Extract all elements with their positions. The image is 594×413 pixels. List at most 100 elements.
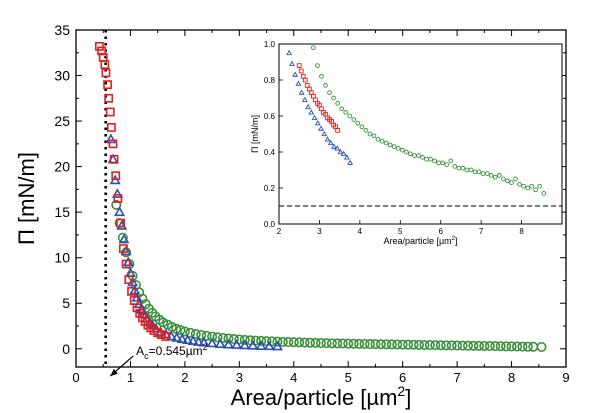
circle-marker xyxy=(311,45,316,50)
inset-x-tick-label: 5 xyxy=(398,227,403,236)
triangle-marker xyxy=(271,340,283,351)
square-marker xyxy=(143,320,153,330)
square-marker xyxy=(109,154,119,164)
x-tick-label: 8 xyxy=(508,370,515,385)
inset-y-axis-label: Π [mN/m] xyxy=(250,115,260,153)
circle-marker xyxy=(501,341,512,352)
circle-marker xyxy=(386,339,397,350)
circle-marker xyxy=(218,332,229,343)
circle-marker xyxy=(379,138,385,144)
circle-marker xyxy=(441,340,452,351)
circle-marker xyxy=(323,83,328,88)
circle-marker xyxy=(440,160,446,166)
circle-marker xyxy=(468,340,479,351)
triangle-marker xyxy=(118,233,130,244)
square-marker xyxy=(116,218,126,228)
y-tick-label: 15 xyxy=(54,204,70,220)
circle-marker xyxy=(397,339,408,350)
circle-marker xyxy=(370,339,381,350)
circle-marker xyxy=(408,151,413,157)
circle-marker xyxy=(521,183,526,189)
circle-marker xyxy=(424,340,435,351)
triangle-marker xyxy=(308,109,315,115)
triangle-marker xyxy=(231,339,243,349)
circle-marker xyxy=(446,340,457,351)
circle-marker xyxy=(476,169,482,175)
triangle-marker xyxy=(127,276,139,287)
circle-marker xyxy=(517,341,528,352)
triangle-marker xyxy=(192,336,205,346)
annotation-arrow-head xyxy=(110,368,118,377)
circle-marker xyxy=(452,340,463,351)
circle-marker xyxy=(420,155,425,160)
circle-marker xyxy=(179,326,190,337)
square-marker xyxy=(104,93,114,103)
circle-marker xyxy=(391,144,397,149)
triangle-marker xyxy=(343,154,350,160)
triangle-marker xyxy=(120,245,132,256)
triangle-marker xyxy=(288,60,295,66)
triangle-marker xyxy=(318,125,325,131)
circle-marker xyxy=(501,176,506,182)
inset-x-tick-label: 4 xyxy=(358,227,363,236)
circle-marker xyxy=(435,340,446,351)
circle-marker xyxy=(522,341,533,352)
circle-marker xyxy=(294,337,305,348)
circle-marker xyxy=(395,146,401,151)
circle-marker xyxy=(315,338,326,349)
circle-marker xyxy=(223,333,234,344)
square-marker xyxy=(124,275,134,284)
circle-marker xyxy=(495,341,506,352)
circle-marker xyxy=(359,338,370,349)
inset-x-tick-label: 2 xyxy=(277,227,282,236)
triangle-marker xyxy=(114,206,126,217)
inset-series-circle xyxy=(311,45,547,196)
square-marker xyxy=(106,123,116,132)
circle-marker xyxy=(484,171,490,176)
inset-x-tick-label: 7 xyxy=(479,227,484,236)
triangle-marker xyxy=(214,338,226,348)
circle-marker xyxy=(460,165,466,171)
circle-marker xyxy=(364,339,375,350)
circle-marker xyxy=(190,329,201,340)
annotation-label: Ac=0.545µm2 xyxy=(136,342,207,361)
inset-x-tick-label: 6 xyxy=(438,227,443,236)
y-tick-label: 35 xyxy=(54,22,70,38)
circle-marker xyxy=(371,133,377,139)
square-marker xyxy=(132,303,142,313)
circle-marker xyxy=(339,106,345,112)
inset-y-tick-label: 1.0 xyxy=(264,40,276,49)
inset-y-tick-label: 0.6 xyxy=(264,112,276,121)
circle-marker xyxy=(310,337,321,348)
square-marker xyxy=(113,194,123,203)
circle-marker xyxy=(448,158,454,164)
series-circle xyxy=(111,199,547,352)
y-tick-label: 20 xyxy=(54,159,70,175)
circle-marker xyxy=(337,338,348,349)
circle-marker xyxy=(331,95,336,101)
circle-marker xyxy=(509,180,514,185)
x-tick-label: 0 xyxy=(72,370,79,385)
circle-marker xyxy=(432,158,437,164)
circle-marker xyxy=(513,176,518,182)
triangle-marker xyxy=(111,188,123,198)
triangle-marker xyxy=(334,145,341,151)
square-marker xyxy=(335,128,340,133)
circle-marker xyxy=(468,167,474,173)
circle-marker xyxy=(343,338,354,349)
x-tick-label: 9 xyxy=(562,370,569,385)
square-marker xyxy=(161,332,171,341)
circle-marker xyxy=(537,183,543,189)
circle-marker xyxy=(175,325,186,336)
circle-marker xyxy=(343,110,349,115)
square-marker xyxy=(100,60,110,70)
circle-marker xyxy=(517,182,522,187)
circle-marker xyxy=(305,337,316,348)
circle-marker xyxy=(185,327,196,338)
circle-marker xyxy=(488,173,494,178)
square-marker xyxy=(97,46,106,56)
circle-marker xyxy=(541,191,547,196)
inset-y-tick-label: 0.2 xyxy=(264,184,276,193)
triangle-marker xyxy=(105,133,117,144)
